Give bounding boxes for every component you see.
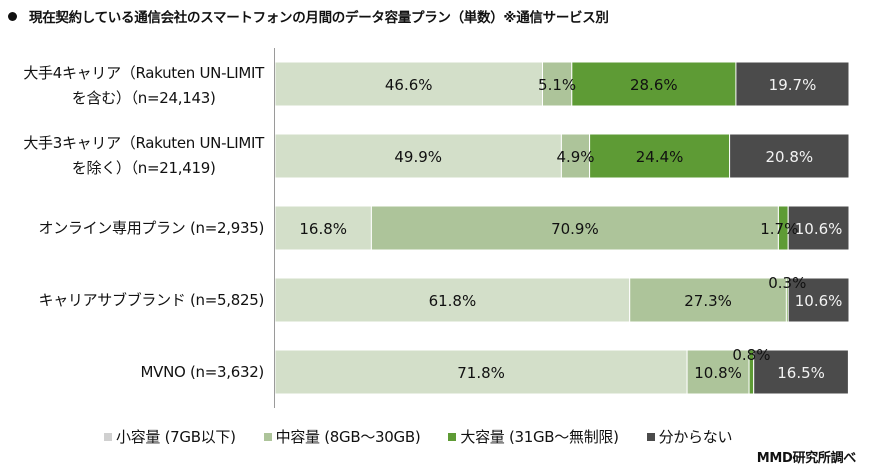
bar-segment: [589, 133, 731, 179]
bar-segment: [629, 277, 787, 323]
legend-label: 小容量 (7GB以下): [116, 428, 236, 446]
data-label: 49.9%: [394, 148, 442, 166]
data-label: 19.7%: [769, 76, 817, 94]
category-label: 大手4キャリア（Rakuten UN-LIMIT を含む）（n=24,143): [23, 61, 264, 111]
legend-item: 中容量 (8GB～30GB): [263, 426, 421, 447]
data-label: 70.9%: [551, 220, 599, 238]
legend-label: 大容量 (31GB～無制限): [460, 428, 619, 446]
data-label: 20.8%: [765, 148, 813, 166]
data-label: 71.8%: [457, 364, 505, 382]
legend-swatch-medium: [263, 432, 272, 441]
data-label: 16.8%: [299, 220, 347, 238]
legend-item: 分からない: [646, 426, 733, 447]
data-label: 16.5%: [777, 364, 825, 382]
legend: 小容量 (7GB以下) 中容量 (8GB～30GB) 大容量 (31GB～無制限…: [104, 426, 732, 447]
source-credit: MMD研究所調べ: [756, 451, 857, 466]
data-label: 46.6%: [385, 76, 433, 94]
legend-label: 分からない: [658, 428, 733, 446]
data-label: 10.8%: [694, 364, 742, 382]
legend-swatch-small: [104, 432, 112, 441]
category-label-line: を除く）（n=21,419): [71, 159, 216, 177]
bar-segment: [787, 205, 850, 251]
bar-segment: [571, 61, 737, 107]
bar-segment: [686, 349, 750, 395]
data-label: 4.9%: [556, 148, 594, 166]
category-label: オンライン専用プラン (n=2,935): [39, 216, 265, 241]
category-axis-line: [274, 48, 275, 408]
data-label: 0.8%: [732, 346, 770, 364]
bullet-icon: [8, 12, 17, 21]
data-label: 5.1%: [538, 76, 576, 94]
legend-item: 小容量 (7GB以下): [104, 426, 236, 447]
data-label: 10.6%: [795, 292, 843, 310]
category-label: MVNO (n=3,632): [140, 360, 264, 385]
chart-title-text: 現在契約している通信会社のスマートフォンの月間のデータ容量プラン（単数）※通信サ…: [29, 10, 609, 26]
bar-row: 46.6% 5.1% 28.6% 19.7%: [274, 61, 850, 107]
legend-item: 大容量 (31GB～無制限): [448, 426, 619, 447]
data-label: 61.8%: [429, 292, 477, 310]
bar-segment: [274, 277, 631, 323]
data-label: 27.3%: [684, 292, 732, 310]
bar-segment: [274, 205, 372, 251]
data-label: 1.7%: [760, 220, 798, 238]
bar-row: 61.8% 27.3% 0.3%10.6%: [274, 274, 850, 323]
category-label-line: を含む）（n=24,143): [71, 89, 216, 107]
data-label: 24.4%: [636, 148, 684, 166]
data-label: 28.6%: [630, 76, 678, 94]
category-label-line: 大手3キャリア（Rakuten UN-LIMIT: [23, 134, 264, 152]
data-label: 10.6%: [795, 220, 843, 238]
bar-row: 71.8% 10.8%0.8% 16.5%: [274, 346, 849, 395]
category-label-line: キャリアサブブランド (n=5,825): [38, 291, 265, 309]
bar-segment: [274, 349, 688, 395]
bar-segment: [274, 133, 562, 179]
legend-label: 中容量 (8GB～30GB): [275, 428, 421, 446]
bar-segment: [787, 277, 850, 323]
category-label-line: 大手4キャリア（Rakuten UN-LIMIT: [23, 64, 264, 82]
bar-segment: [729, 133, 850, 179]
data-label: 0.3%: [768, 274, 806, 292]
bar-segment: [735, 61, 850, 107]
chart-title: 現在契約している通信会社のスマートフォンの月間のデータ容量プラン（単数）※通信サ…: [8, 6, 609, 26]
category-label: キャリアサブブランド (n=5,825): [39, 288, 265, 313]
bar-segment: [274, 61, 543, 107]
category-label-line: オンライン専用プラン (n=2,935): [38, 219, 265, 237]
legend-swatch-large: [448, 432, 457, 441]
bar-row: 49.9% 4.9% 24.4% 20.8%: [274, 133, 850, 179]
legend-swatch-unknown: [646, 432, 655, 441]
category-label: 大手3キャリア（Rakuten UN-LIMIT を除く）（n=21,419): [23, 131, 264, 181]
bar-row: 16.8% 70.9% 1.7%10.6%: [274, 205, 850, 251]
category-label-line: MVNO (n=3,632): [140, 363, 264, 381]
bar-segment: [753, 349, 849, 395]
